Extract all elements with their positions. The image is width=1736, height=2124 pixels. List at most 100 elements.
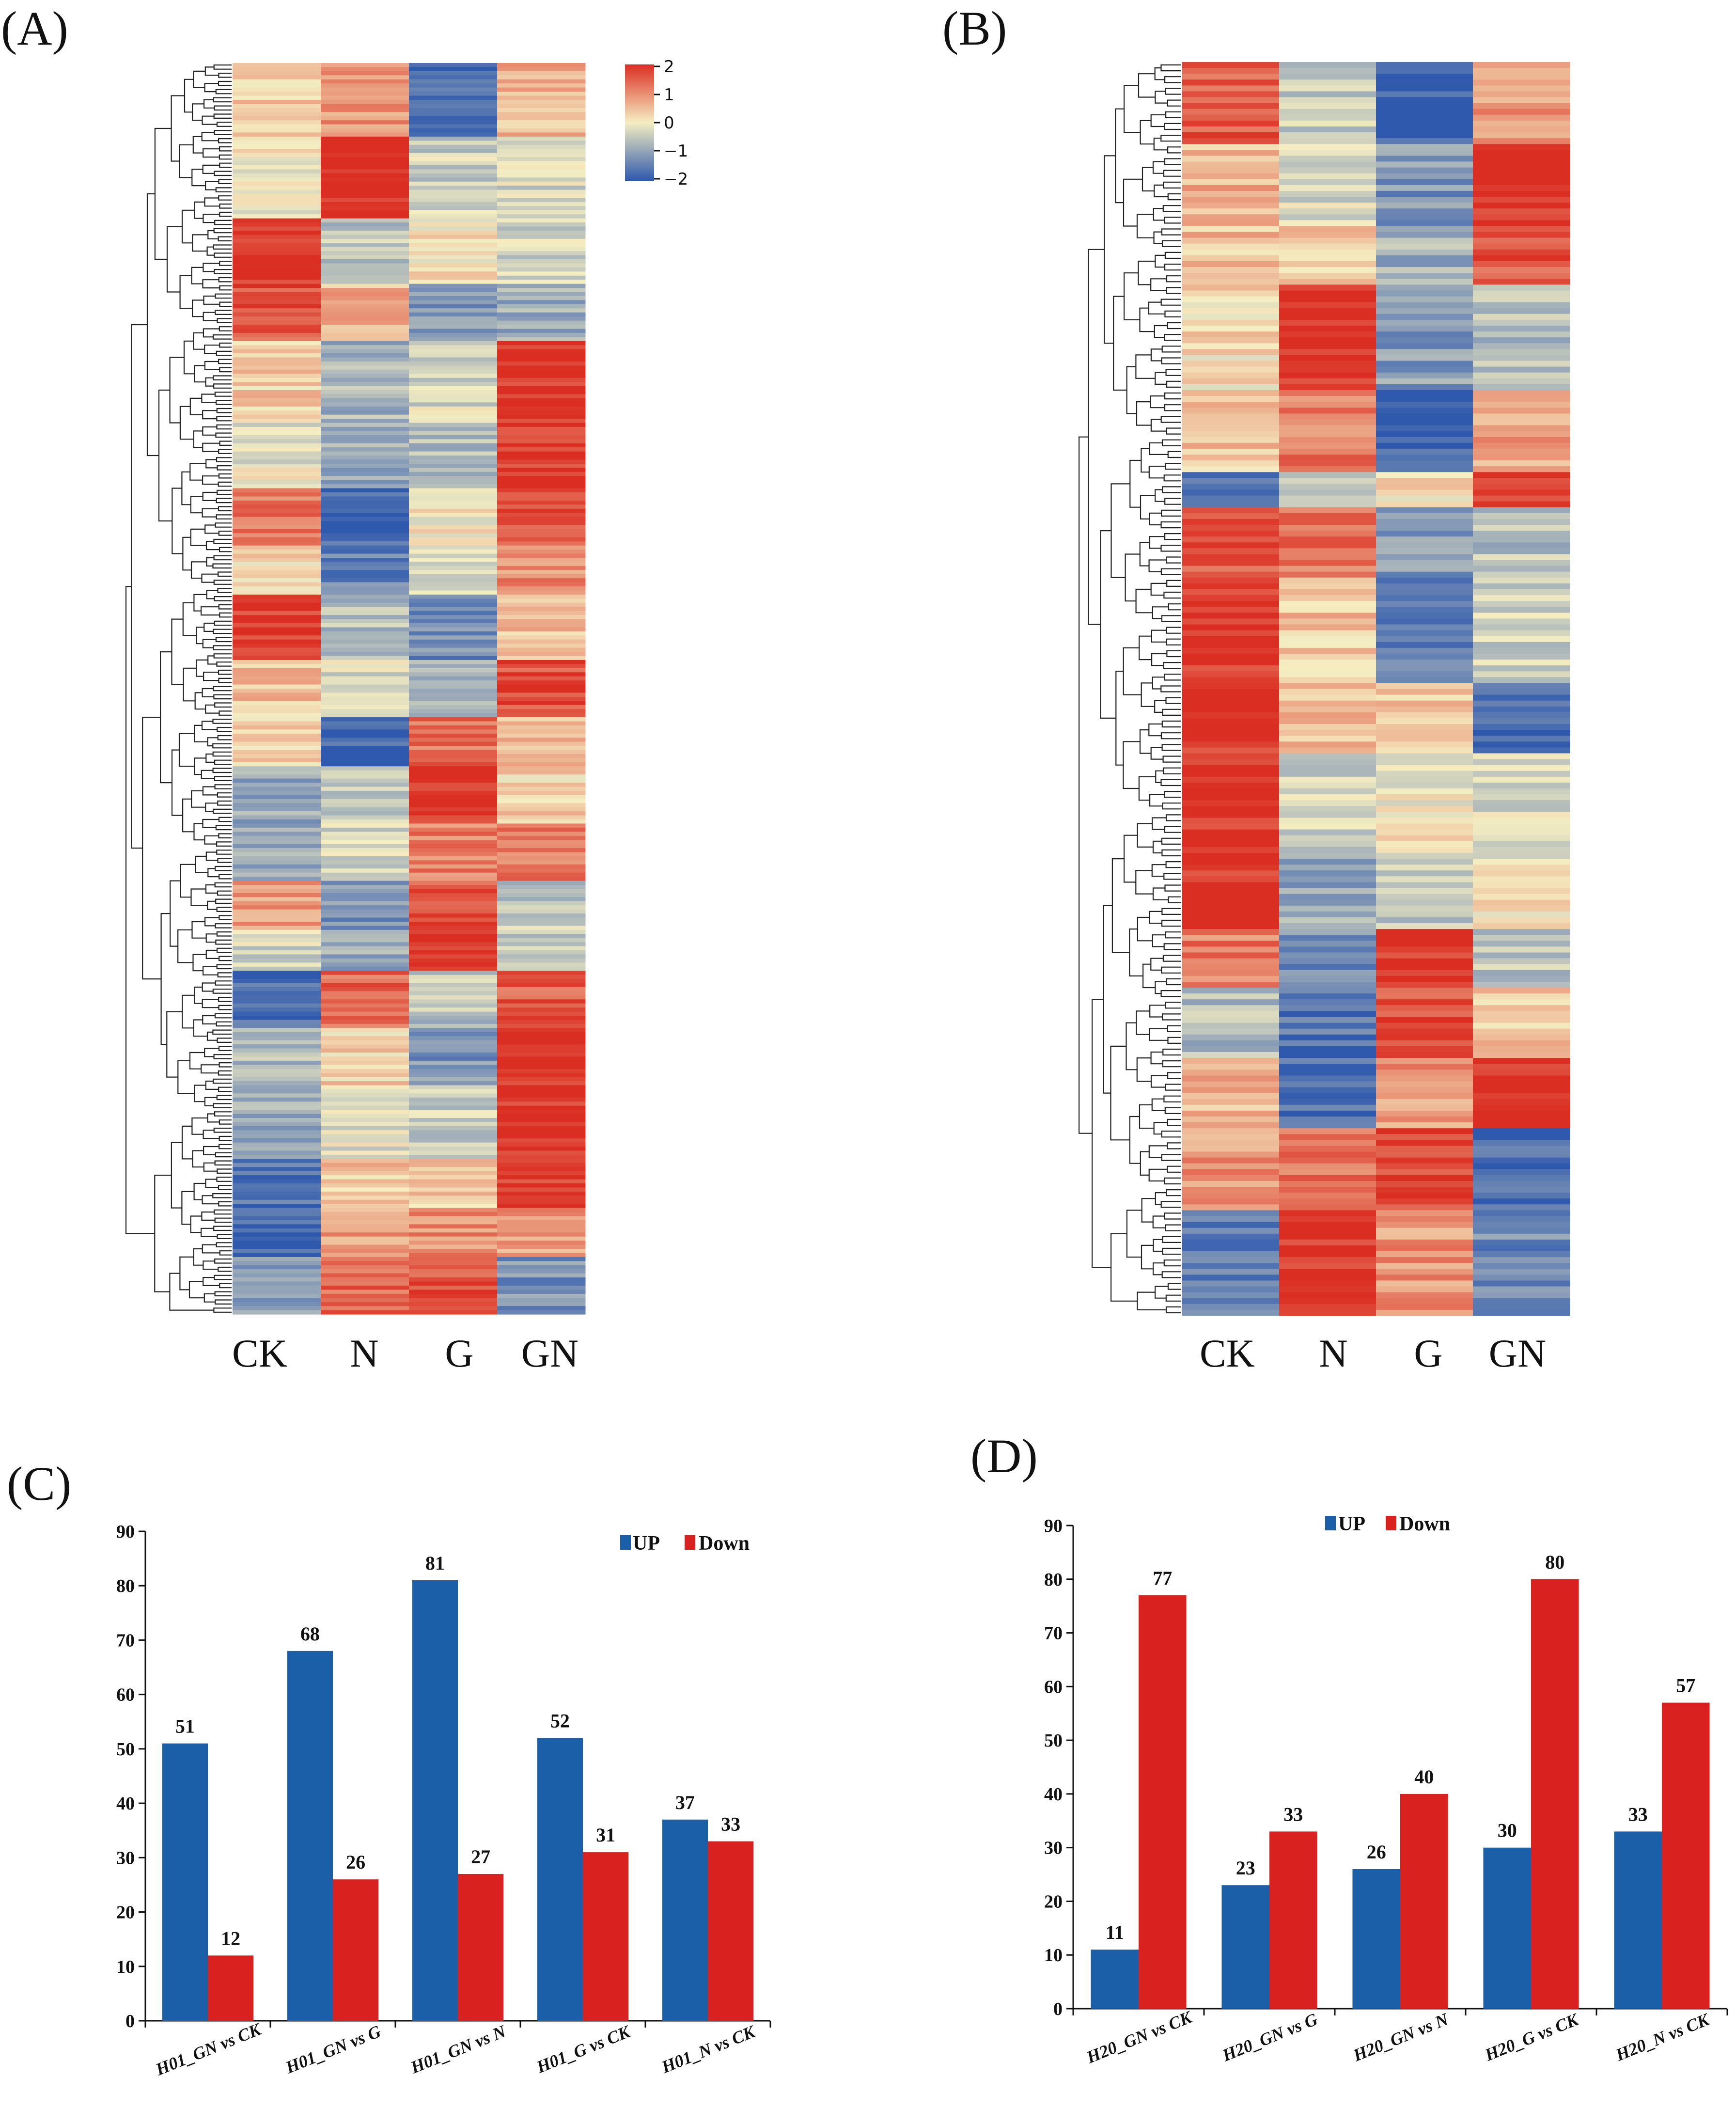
heatmap-cell [497,1281,586,1286]
heatmap-cell [409,713,498,718]
heatmap-cell [1376,642,1473,648]
heatmap-cell [321,153,409,157]
heatmap-cell [233,300,321,305]
bar-up [162,1743,208,2021]
heatmap-cell [321,521,409,526]
heatmap-cell [1473,694,1570,701]
heatmap-cell [1182,642,1280,648]
heatmap-cell [409,1052,498,1057]
heatmap-cell [1279,952,1376,959]
heatmap-cell [497,623,586,628]
heatmap-cell [409,1175,498,1180]
heatmap-cell [321,124,409,129]
heatmap-cell [497,136,586,141]
heatmap-cell [1182,179,1280,186]
heatmap-cell [233,325,321,330]
heatmap-cell [1376,1081,1473,1088]
heatmap-cell [233,991,321,996]
heatmap-cell [497,508,586,513]
heatmap-cell [233,762,321,767]
heatmap-cell [1182,378,1280,385]
heatmap-cell [1376,941,1473,947]
heatmap-cell [233,664,321,669]
heatmap-cell [321,92,409,96]
heatmap-cell [233,717,321,722]
heatmap-cell [1376,132,1473,139]
heatmap-cell [321,852,409,857]
heatmap-cell [409,173,498,178]
heatmap-cell [233,885,321,890]
heatmap-cell [1279,79,1376,86]
bar-down [708,1841,754,2021]
heatmap-cell [497,378,586,382]
heatmap-cell [321,680,409,685]
heatmap-cell [1182,601,1280,607]
heatmap-cell [409,701,498,706]
heatmap-cell [409,210,498,215]
heatmap-cell [497,414,586,419]
heatmap-cell [409,975,498,979]
colorbar: 2 1 0 −1 −2 [625,57,688,189]
heatmap-cell [1182,929,1280,935]
heatmap-cell [1473,448,1570,455]
heatmap-cell [321,186,409,190]
heatmap-cell [321,75,409,80]
heatmap-cell [321,668,409,673]
heatmap-cell [409,590,498,595]
heatmap-cell [1376,806,1473,812]
heatmap-cell [1182,419,1280,426]
heatmap-cell [1182,1134,1280,1140]
heatmap-cell [409,844,498,849]
heatmap-cell [321,799,409,803]
heatmap-cell [321,1241,409,1245]
heatmap-cell [233,1011,321,1016]
heatmap-cell [497,721,586,726]
heatmap-cell [233,153,321,157]
heatmap-cell [233,513,321,518]
heatmap-cell [321,913,409,918]
heatmap-cell [409,815,498,820]
y-tick-label: 60 [116,1685,135,1705]
heatmap-cell [409,987,498,992]
heatmap-cell [409,79,498,84]
heatmap-cell [1473,554,1570,561]
heatmap-cell [1182,981,1280,988]
heatmap-cell [1182,62,1280,68]
heatmap-cell [1182,413,1280,420]
heatmap-cell [1279,109,1376,115]
heatmap-cell [321,120,409,125]
heatmap-cell [1376,1093,1473,1100]
heatmap-cell [409,1290,498,1294]
heatmap-cell [1473,161,1570,168]
bar-up [1352,1869,1400,2009]
heatmap-cell [497,971,586,975]
heatmap-cell [1376,114,1473,121]
heatmap-cell [1279,1099,1376,1105]
heatmap-cell [1182,1064,1280,1070]
heatmap-cell [497,868,586,873]
heatmap-cell [1279,1286,1376,1293]
heatmap-cell [1376,308,1473,315]
heatmap-cell [1376,1034,1473,1041]
heatmap-cell [233,386,321,391]
heatmap-cell [409,1216,498,1221]
heatmap-cell [1279,466,1376,472]
heatmap-cell [321,390,409,395]
heatmap-cell [409,75,498,80]
heatmap-cell [1279,759,1376,766]
heatmap-cell [1473,865,1570,871]
heatmap-cell [497,87,586,92]
heatmap-cell [1376,531,1473,537]
heatmap-cell [233,652,321,657]
heatmap-cell [1376,314,1473,320]
heatmap-cell [409,141,498,145]
heatmap-cell [321,1069,409,1073]
heatmap-cell [497,1110,586,1115]
heatmap-cell [1473,85,1570,92]
heatmap-cell [1279,577,1376,584]
heatmap-cell [409,692,498,697]
heatmap-cell [409,128,498,133]
heatmap-cell [321,210,409,215]
heatmap-cell [1473,267,1570,273]
heatmap-cell [409,288,498,293]
